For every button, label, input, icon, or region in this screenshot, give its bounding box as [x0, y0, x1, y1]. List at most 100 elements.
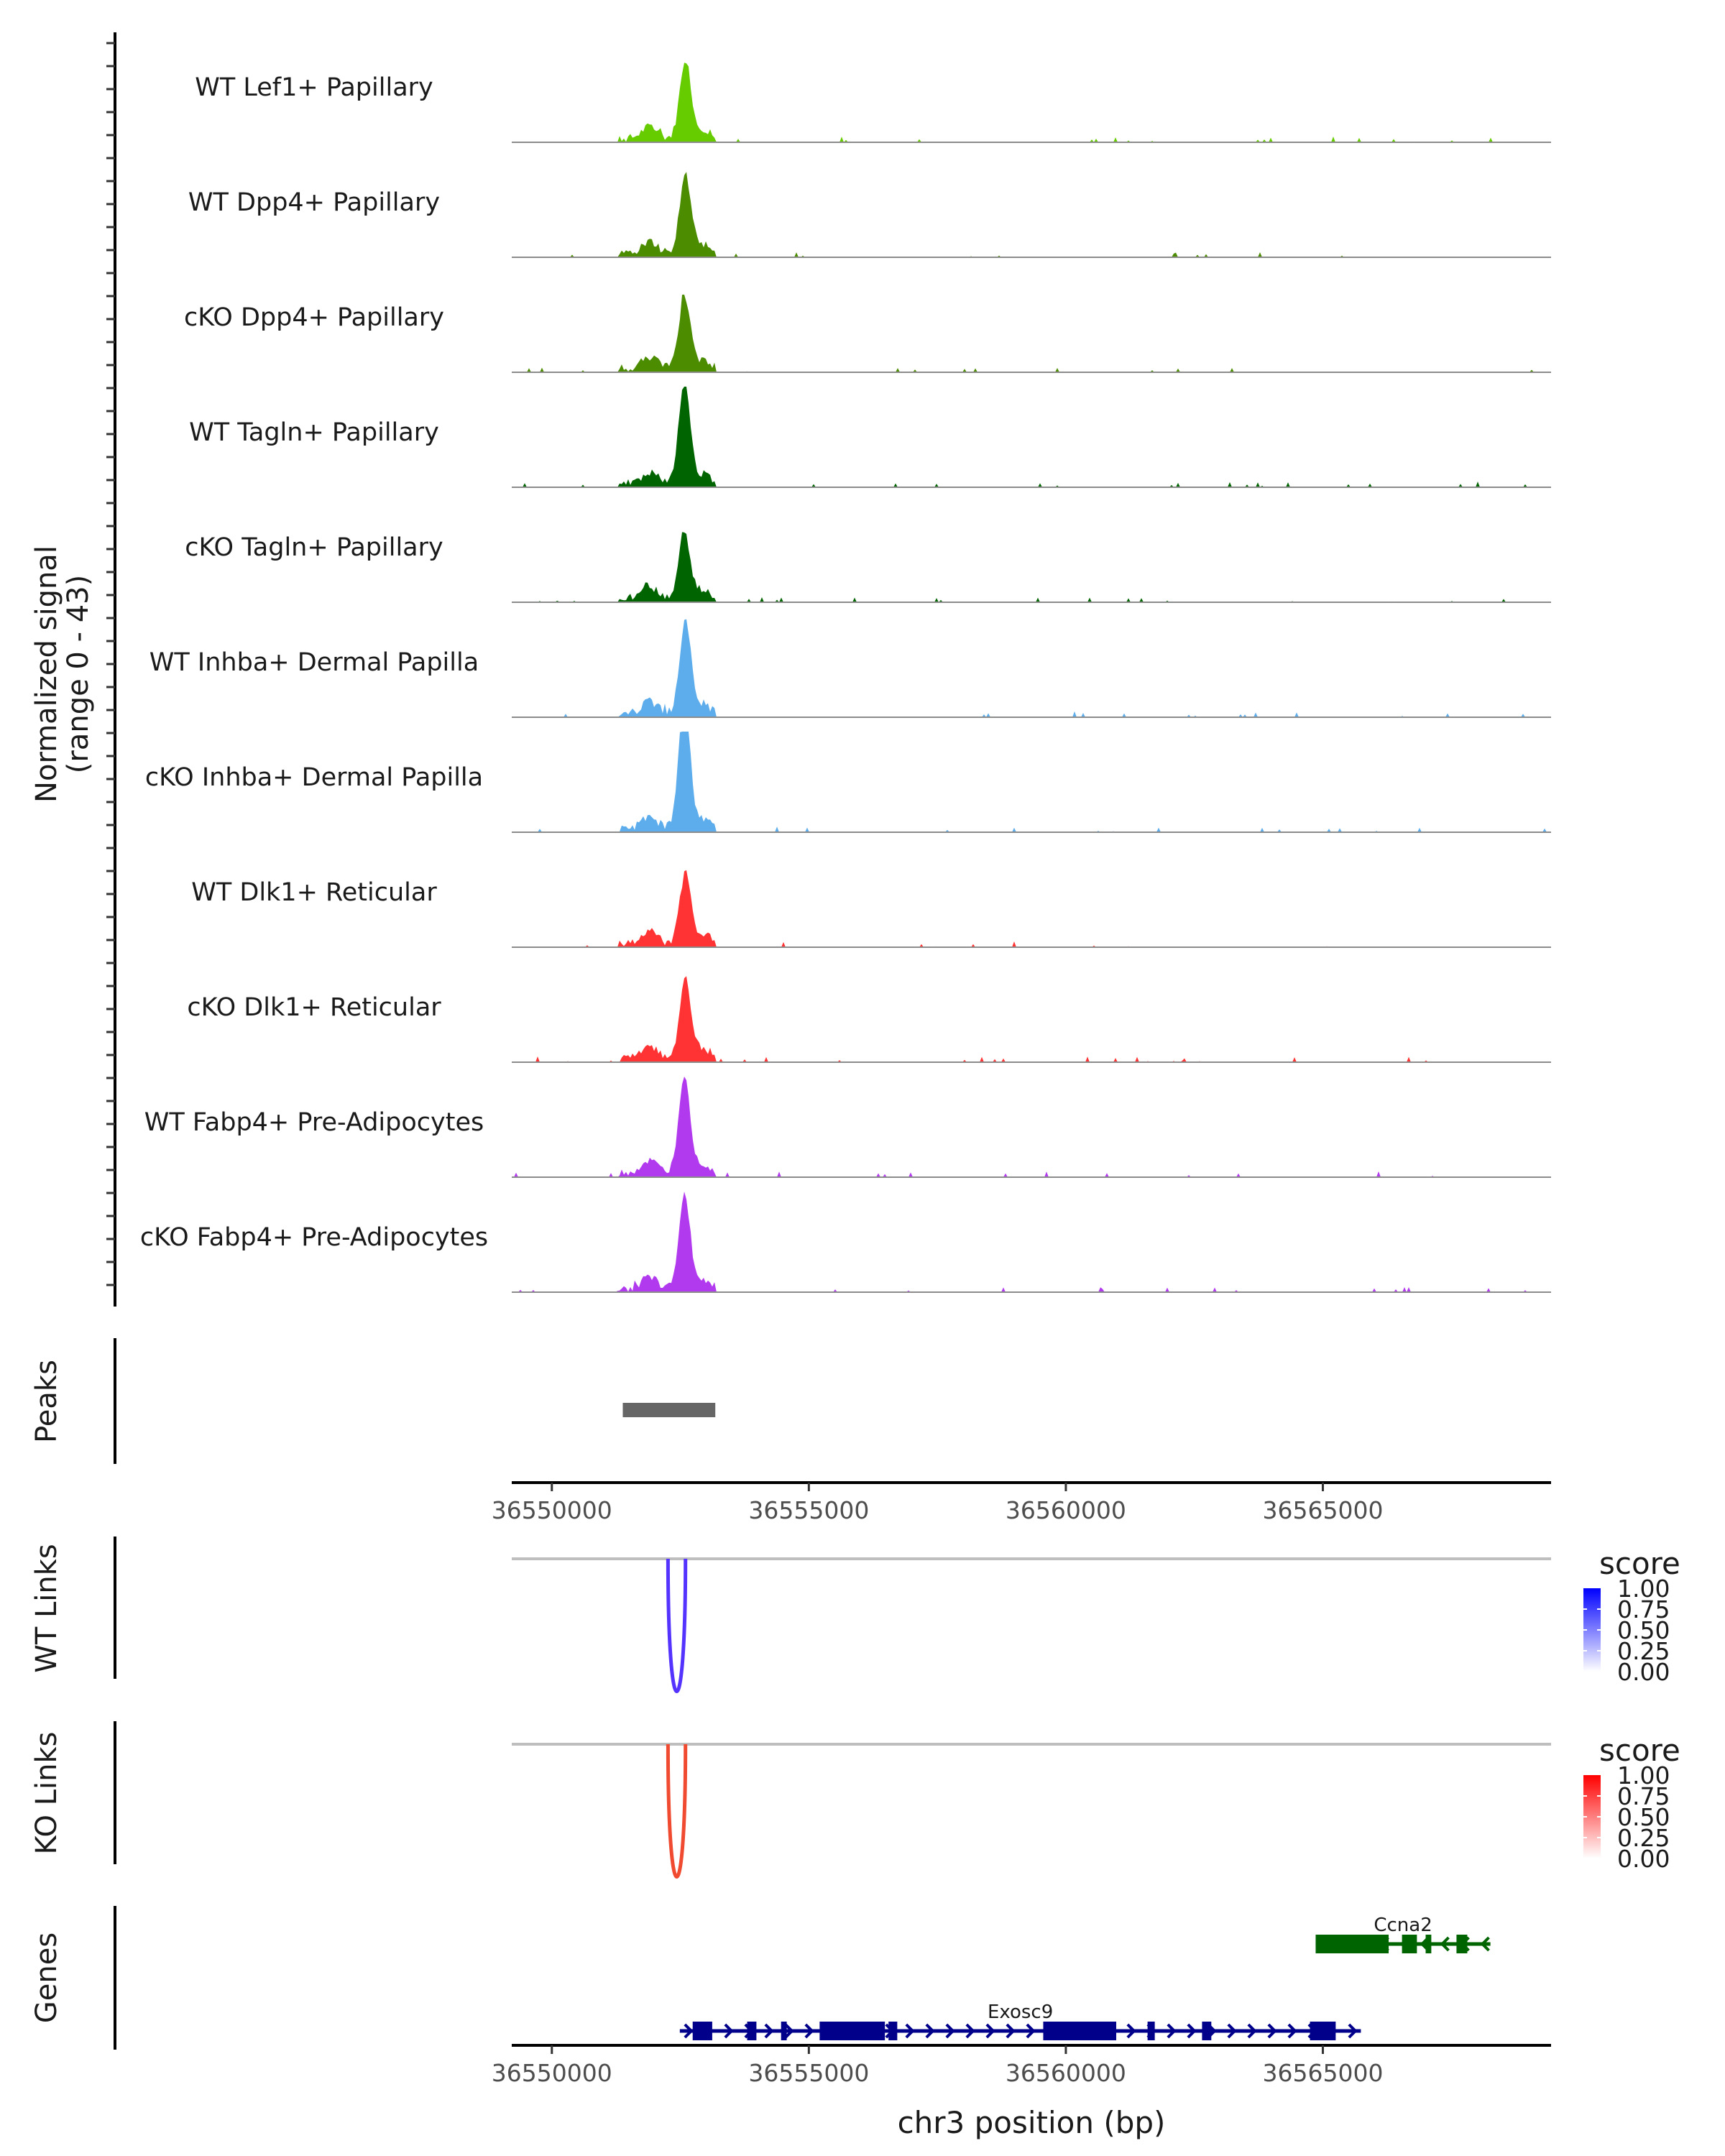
coverage-area	[512, 732, 1551, 832]
strand-arrow	[905, 2023, 915, 2039]
peak-region	[622, 1403, 716, 1417]
coverage-area	[512, 294, 1551, 372]
track-label: WT Dlk1+ Reticular	[191, 878, 437, 907]
legend-tick-label: 0.50	[1617, 1616, 1670, 1644]
gene-exon	[747, 2022, 757, 2040]
genes-track: Ccna2 Exosc9	[679, 1915, 1491, 2040]
coverage-track: cKO Dlk1+ Reticular	[187, 976, 1551, 1063]
genes-track-label: Genes	[30, 1932, 63, 2023]
track-label: WT Fabp4+ Pre-Adipocytes	[144, 1108, 484, 1137]
gene-label: Exosc9	[988, 2001, 1053, 2023]
coverage-track: cKO Fabp4+ Pre-Adipocytes	[140, 1192, 1551, 1293]
x-tick-label: 36560000	[1006, 2059, 1126, 2087]
coverage-area	[512, 63, 1551, 142]
coverage-track: cKO Tagln+ Papillary	[185, 532, 1551, 603]
coverage-area	[512, 870, 1551, 947]
strand-arrow	[1167, 2023, 1177, 2039]
gene-exon	[1310, 2022, 1336, 2040]
legend-title: score	[1599, 1733, 1680, 1768]
legend-title: score	[1599, 1546, 1680, 1581]
coverage-track: WT Tagln+ Papillary	[189, 387, 1551, 488]
strand-arrow	[1026, 2023, 1036, 2039]
strand-arrow	[804, 2023, 814, 2039]
coverage-area	[512, 387, 1551, 487]
gene-exosc9: Exosc9	[679, 2001, 1361, 2040]
coverage-area	[512, 619, 1551, 717]
strand-arrow	[1247, 2023, 1257, 2039]
strand-arrow	[1267, 2023, 1277, 2039]
gene-exon	[781, 2022, 787, 2040]
legend-tick-label: 0.25	[1617, 1637, 1670, 1665]
strand-arrow	[764, 2023, 774, 2039]
strand-arrow	[1227, 2023, 1237, 2039]
strand-arrow	[945, 2023, 955, 2039]
gene-ccna2: Ccna2	[1315, 1915, 1491, 1953]
coverage-track: WT Lef1+ Papillary	[195, 63, 1551, 143]
track-label: WT Dpp4+ Papillary	[188, 188, 440, 217]
x-tick-label: 36555000	[748, 2059, 869, 2087]
gene-exon	[1456, 1935, 1468, 1953]
strand-arrow	[1006, 2023, 1016, 2039]
coverage-track: cKO Inhba+ Dermal Papilla	[145, 732, 1551, 833]
coverage-area	[512, 1077, 1551, 1177]
coverage-area	[512, 1192, 1551, 1292]
strand-arrow	[965, 2023, 975, 2039]
gene-exon	[692, 2022, 712, 2040]
coverage-ylabel-line2: (range 0 - 43)	[62, 575, 95, 773]
x-axis-top-ticks: 36550000 36555000 36560000 36565000	[492, 1483, 1383, 1524]
gene-exon	[1402, 1935, 1417, 1953]
track-label: WT Inhba+ Dermal Papilla	[150, 648, 479, 677]
x-axis-bottom-ticks: 36550000 36555000 36560000 36565000	[492, 2045, 1383, 2087]
wt-links-track-label: WT Links	[30, 1544, 63, 1672]
strand-arrow	[1480, 1936, 1490, 1952]
x-tick-label: 36550000	[492, 1496, 612, 1524]
gene-exon	[1425, 1935, 1432, 1953]
strand-arrow	[684, 2023, 694, 2039]
track-label: cKO Dlk1+ Reticular	[187, 993, 441, 1022]
x-tick-label: 36565000	[1262, 2059, 1383, 2087]
track-label: cKO Inhba+ Dermal Papilla	[145, 763, 483, 792]
legend-tick-label: 0.75	[1617, 1595, 1670, 1623]
coverage-track: WT Inhba+ Dermal Papilla	[150, 619, 1551, 718]
ko-links-track	[512, 1743, 1551, 1879]
strand-arrow	[1187, 2023, 1197, 2039]
coverage-area	[512, 172, 1551, 257]
coverage-track: WT Dlk1+ Reticular	[191, 870, 1551, 948]
link-arc	[666, 1743, 688, 1879]
legend-tick-label: 0.50	[1617, 1803, 1670, 1831]
legend-tick-label: 0.00	[1617, 1845, 1670, 1873]
gene-exon	[1043, 2022, 1116, 2040]
track-label: WT Tagln+ Papillary	[189, 418, 439, 447]
legend-tick-label: 0.25	[1617, 1824, 1670, 1852]
coverage-tracks: WT Lef1+ Papillary WT Dpp4+ Papillary cKO …	[140, 63, 1551, 1293]
gene-label: Ccna2	[1374, 1915, 1432, 1936]
x-axis-title: chr3 position (bp)	[898, 2105, 1166, 2140]
gene-exon	[888, 2022, 898, 2040]
track-label: cKO Fabp4+ Pre-Adipocytes	[140, 1223, 488, 1252]
strand-arrow	[1440, 1936, 1450, 1952]
gene-exon	[1147, 2022, 1155, 2040]
coverage-track: WT Fabp4+ Pre-Adipocytes	[144, 1077, 1551, 1178]
x-tick-label: 36555000	[748, 1496, 869, 1524]
strand-arrow	[1348, 2023, 1358, 2039]
peaks-track	[622, 1403, 716, 1417]
legend-tick-label: 1.00	[1617, 1761, 1670, 1789]
legend-tick-label: 0.00	[1617, 1658, 1670, 1686]
track-label: cKO Dpp4+ Papillary	[184, 303, 444, 332]
gene-exon	[1315, 1935, 1389, 1953]
strand-arrow	[784, 2023, 794, 2039]
link-arc	[666, 1558, 688, 1693]
coverage-area	[512, 976, 1551, 1062]
gene-exon	[1202, 2022, 1212, 2040]
coverage-track: cKO Dpp4+ Papillary	[184, 294, 1551, 373]
strand-arrow	[925, 2023, 935, 2039]
coverage-track: WT Dpp4+ Papillary	[188, 172, 1551, 258]
coverage-y-ticks	[106, 42, 115, 1286]
coverage-ylabel-line1: Normalized signal	[30, 545, 63, 803]
x-tick-label: 36550000	[492, 2059, 612, 2087]
ko-links-track-label: KO Links	[30, 1732, 63, 1855]
legend-tick-label: 1.00	[1617, 1575, 1670, 1603]
strand-arrow	[985, 2023, 995, 2039]
